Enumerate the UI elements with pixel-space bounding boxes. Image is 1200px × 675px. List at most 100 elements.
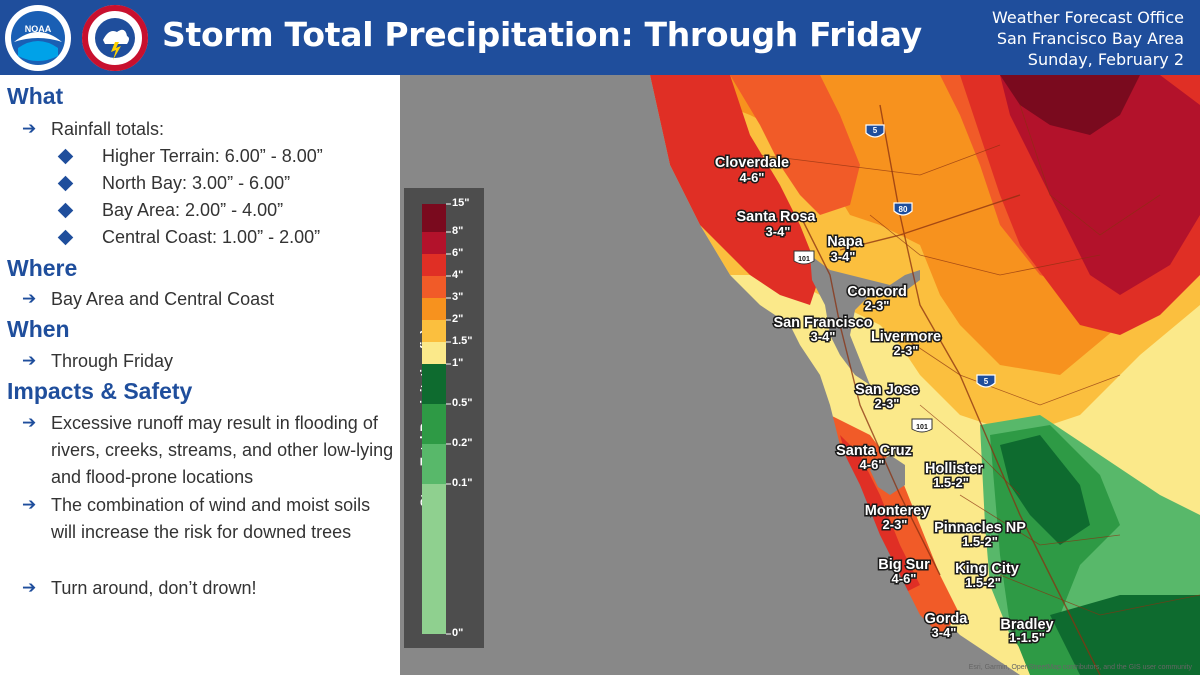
city-name: Pinnacles NP: [934, 520, 1026, 536]
legend-tick-label: 3": [452, 291, 464, 303]
highway-shield-i80: 80: [893, 202, 913, 216]
impacts-item: ➔ Turn around, don’t drown!: [22, 575, 398, 602]
when-item-text: Through Friday: [51, 351, 174, 371]
legend-tick-label: 0.5": [452, 397, 473, 409]
impacts-heading: Impacts & Safety: [7, 378, 193, 404]
precip-orange-north: [730, 75, 860, 215]
when-item: ➔ Through Friday: [22, 348, 392, 375]
legend-swatch: [422, 404, 446, 444]
city-label: Big Sur 4-6": [877, 556, 932, 588]
arrow-icon: ➔: [22, 289, 37, 309]
shield-label: 101: [916, 424, 928, 431]
map-attribution: Esri, Garmin, OpenStreetMap contributors…: [968, 664, 1192, 671]
city-range: 3-4": [831, 249, 856, 264]
city-range: 3-4": [766, 224, 791, 239]
city-label: King City 1.5-2": [954, 560, 1021, 592]
highway-shield-us101-south: 101: [911, 418, 933, 433]
legend-tick-label: 0.2": [452, 437, 473, 449]
header-banner: NOAA Storm Total Precipitation: Through …: [0, 0, 1200, 75]
shield-label: 80: [899, 205, 908, 214]
precip-green-darkest: [1000, 435, 1090, 545]
city-label: San Francisco 3-4": [772, 314, 874, 346]
city-label: Santa Cruz 4-6": [835, 442, 914, 474]
office-name: Weather Forecast Office: [992, 8, 1184, 27]
arrow-icon: ➔: [22, 413, 37, 433]
san-francisco-bay: [810, 255, 920, 385]
city-range: 2-3": [894, 343, 919, 358]
city-label: Santa Rosa 3-4": [735, 208, 818, 241]
legend-swatch: [422, 484, 446, 634]
city-range: 1-1.5": [1009, 630, 1045, 645]
city-name: Hollister: [925, 461, 983, 477]
legend-swatch: [422, 364, 446, 404]
what-item: ➔ Rainfall totals:: [22, 116, 392, 143]
legend-swatch: [422, 232, 446, 254]
what-subitem-text: Higher Terrain: 6.00” - 8.00”: [102, 146, 323, 166]
city-label: Cloverdale 4-6": [713, 154, 790, 187]
legend-swatch: [422, 276, 446, 298]
what-subitem-text: Central Coast: 1.00” - 2.00”: [102, 227, 321, 247]
city-range: 1.5-2": [965, 575, 1001, 590]
city-name: Cloverdale: [715, 155, 789, 171]
legend-tick-label: 0": [452, 627, 464, 639]
legend-tick-label: 4": [452, 269, 464, 281]
legend-tick-label: 6": [452, 247, 464, 259]
arrow-icon: ➔: [22, 119, 37, 139]
what-subitem: Bay Area: 2.00” - 4.00”: [57, 200, 283, 221]
shield-label: 5: [873, 126, 878, 135]
city-name: San Jose: [855, 382, 919, 398]
what-subitem: North Bay: 3.00” - 6.00”: [57, 173, 291, 194]
precip-maroon: [1000, 75, 1140, 135]
impacts-item: ➔ The combination of wind and moist soil…: [22, 492, 398, 546]
legend-swatch: [422, 298, 446, 320]
city-range: 1.5-2": [962, 534, 998, 549]
city-name: Big Sur: [878, 557, 930, 573]
impacts-item-text: Turn around, don’t drown!: [51, 578, 257, 598]
legend-swatch: [422, 320, 446, 342]
legend-swatch: [422, 342, 446, 364]
page-title: Storm Total Precipitation: Through Frida…: [162, 15, 922, 54]
city-range: 2-3": [865, 298, 890, 313]
county-lines: [759, 104, 1200, 616]
noaa-logo: NOAA: [4, 4, 72, 72]
highway-lines: [799, 104, 1101, 675]
city-range: 3-4": [811, 329, 836, 344]
shield-label: 5: [984, 377, 989, 386]
city-label: San Jose 2-3": [854, 381, 921, 413]
city-name: Santa Cruz: [836, 443, 912, 459]
office-region: San Francisco Bay Area: [996, 29, 1184, 48]
highway-shield-i5-south: 5: [976, 374, 996, 388]
what-item-text: Rainfall totals:: [51, 119, 165, 139]
what-heading: What: [7, 83, 64, 109]
legend-tick-label: 0.1": [452, 477, 473, 489]
city-range: 1.5-2": [933, 475, 969, 490]
arrow-icon: ➔: [22, 495, 37, 515]
nws-logo: [81, 4, 149, 72]
city-label: Pinnacles NP 1.5-2": [933, 519, 1028, 551]
precip-green-south: [1050, 595, 1200, 675]
city-name: Bradley: [1000, 617, 1053, 633]
where-heading: Where: [7, 255, 78, 281]
city-name: San Francisco: [773, 315, 872, 331]
city-range: 3-4": [932, 625, 957, 640]
city-name: Monterey: [865, 503, 929, 519]
legend-swatch: [422, 444, 446, 484]
city-name: Santa Rosa: [737, 209, 817, 225]
city-label: Napa 3-4": [826, 233, 865, 266]
what-subitem: Higher Terrain: 6.00” - 8.00”: [57, 146, 323, 167]
city-label: Concord 2-3": [846, 283, 909, 315]
issue-date: Sunday, February 2: [1027, 50, 1184, 69]
office-info: Weather Forecast Office San Francisco Ba…: [992, 7, 1184, 70]
city-label: Gorda 3-4": [923, 610, 970, 642]
highway-shield-us101-north: 101: [793, 250, 815, 265]
legend-tick-label: 2": [452, 313, 464, 325]
impacts-item-text: The combination of wind and moist soils …: [51, 495, 371, 542]
precipitation-legend: Storm Total Precipitation (in) 15"8"6"4"…: [404, 188, 484, 648]
precip-red-bigsur-inner: [840, 435, 920, 595]
city-range: 4-6": [892, 571, 917, 586]
city-name: Concord: [847, 284, 907, 300]
arrow-icon: ➔: [22, 351, 37, 371]
where-item: ➔ Bay Area and Central Coast: [22, 286, 392, 313]
city-name: King City: [955, 561, 1019, 577]
what-subitem-text: North Bay: 3.00” - 6.00”: [102, 173, 291, 193]
